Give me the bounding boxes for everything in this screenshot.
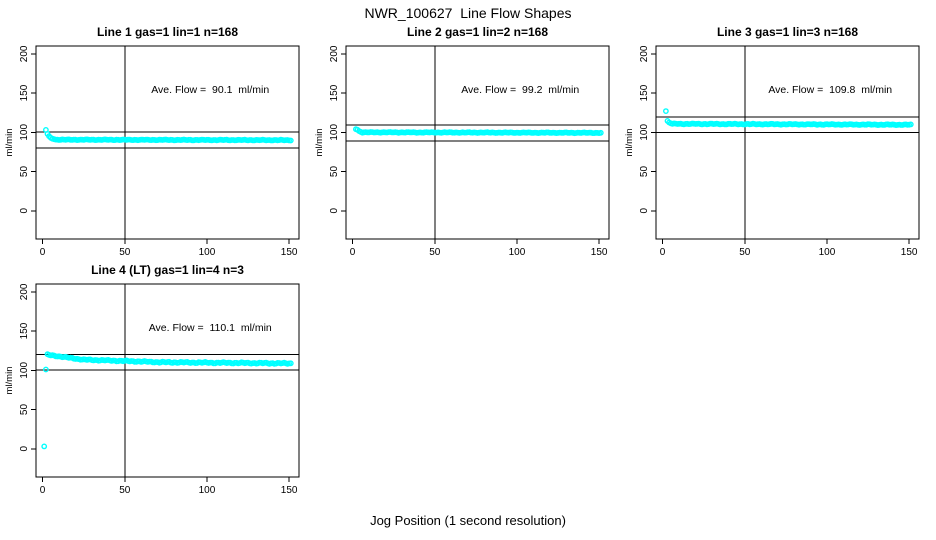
y-tick-label: 50	[639, 166, 650, 178]
y-tick-label: 150	[329, 84, 340, 101]
y-tick-label: 200	[329, 45, 340, 62]
ave-flow-annotation: Ave. Flow = 99.2 ml/min	[461, 84, 579, 96]
subplot-line-2: 0 50 100 150 0 50 100 150 200 ml/min Line 2 gas=1 …	[314, 25, 610, 258]
y-tick-label: 50	[19, 166, 30, 178]
subplot-title: Line 3 gas=1 lin=3 n=168	[717, 25, 858, 39]
data-point	[907, 121, 914, 128]
ave-flow-annotation: Ave. Flow = 109.8 ml/min	[768, 84, 892, 96]
subplot-title: Line 2 gas=1 lin=2 n=168	[407, 25, 548, 39]
x-tick-label: 100	[509, 247, 526, 258]
y-tick-label: 150	[639, 84, 650, 101]
y-tick-label: 0	[639, 208, 650, 214]
x-axis-ticks: 0 50 100 150	[660, 239, 918, 258]
plot-frame	[35, 45, 300, 240]
main-title: NWR_100627 Line Flow Shapes	[364, 5, 572, 21]
x-axis-title: Jog Position (1 second resolution)	[370, 513, 566, 528]
y-tick-label: 50	[329, 166, 340, 178]
y-tick-label: 0	[19, 208, 30, 214]
y-tick-label: 200	[19, 283, 30, 300]
x-tick-label: 0	[40, 247, 46, 258]
x-tick-label: 0	[350, 247, 356, 258]
y-tick-label: 150	[19, 84, 30, 101]
x-tick-label: 100	[819, 247, 836, 258]
y-tick-label: 0	[329, 208, 340, 214]
y-tick-label: 100	[639, 124, 650, 141]
data-point	[597, 129, 604, 136]
y-axis-ticks: 0 50 100 150 200	[19, 45, 36, 214]
x-tick-label: 50	[429, 247, 441, 258]
data-points	[663, 108, 914, 129]
y-tick-label: 200	[639, 45, 650, 62]
x-tick-label: 50	[119, 485, 131, 496]
data-point	[43, 366, 49, 373]
y-axis-label: ml/min	[314, 129, 325, 157]
y-tick-label: 150	[19, 322, 30, 339]
x-tick-label: 150	[281, 247, 298, 258]
x-tick-label: 50	[119, 247, 131, 258]
y-tick-label: 100	[329, 124, 340, 141]
x-axis-ticks: 0 50 100 150	[40, 239, 298, 258]
y-tick-label: 0	[19, 446, 30, 452]
x-axis-ticks: 0 50 100 150	[350, 239, 608, 258]
x-tick-label: 150	[901, 247, 918, 258]
y-axis-label: ml/min	[624, 129, 635, 157]
data-points	[41, 351, 294, 450]
subplot-line-1: 0 50 100 150 0 50 100 150 200 ml/min Line 1 gas=1 …	[4, 25, 300, 258]
ave-flow-annotation: Ave. Flow = 90.1 ml/min	[151, 84, 269, 96]
plot-frame	[655, 45, 920, 240]
plot-frame	[35, 283, 300, 478]
subplot-line-4: 0 50 100 150 0 50 100 150 200 ml/min Line 4 (LT) g…	[4, 263, 300, 496]
x-axis-ticks: 0 50 100 150	[40, 477, 298, 496]
x-tick-label: 100	[199, 247, 216, 258]
y-axis-label: ml/min	[4, 129, 15, 157]
x-tick-label: 0	[660, 247, 666, 258]
plot-frame	[345, 45, 610, 240]
data-point	[41, 443, 48, 450]
y-axis-ticks: 0 50 100 150 200	[639, 45, 656, 214]
y-tick-label: 200	[19, 45, 30, 62]
x-tick-label: 150	[591, 247, 608, 258]
y-axis-ticks: 0 50 100 150 200	[19, 283, 36, 452]
data-points	[43, 126, 294, 144]
x-tick-label: 50	[739, 247, 751, 258]
x-tick-label: 0	[40, 485, 46, 496]
data-point	[287, 360, 294, 367]
y-tick-label: 50	[19, 404, 30, 416]
y-tick-label: 100	[19, 124, 30, 141]
subplot-title: Line 4 (LT) gas=1 lin=4 n=3	[91, 263, 244, 277]
data-points	[352, 126, 604, 137]
subplot-line-3: 0 50 100 150 0 50 100 150 200 ml/min Line 3 gas=1 …	[624, 25, 920, 258]
data-point	[287, 137, 294, 144]
data-point	[663, 108, 669, 115]
x-tick-label: 100	[199, 485, 216, 496]
y-axis-label: ml/min	[4, 367, 15, 395]
y-axis-ticks: 0 50 100 150 200	[329, 45, 346, 214]
y-tick-label: 100	[19, 362, 30, 379]
subplot-title: Line 1 gas=1 lin=1 n=168	[97, 25, 238, 39]
x-tick-label: 150	[281, 485, 298, 496]
ave-flow-annotation: Ave. Flow = 110.1 ml/min	[149, 322, 272, 334]
